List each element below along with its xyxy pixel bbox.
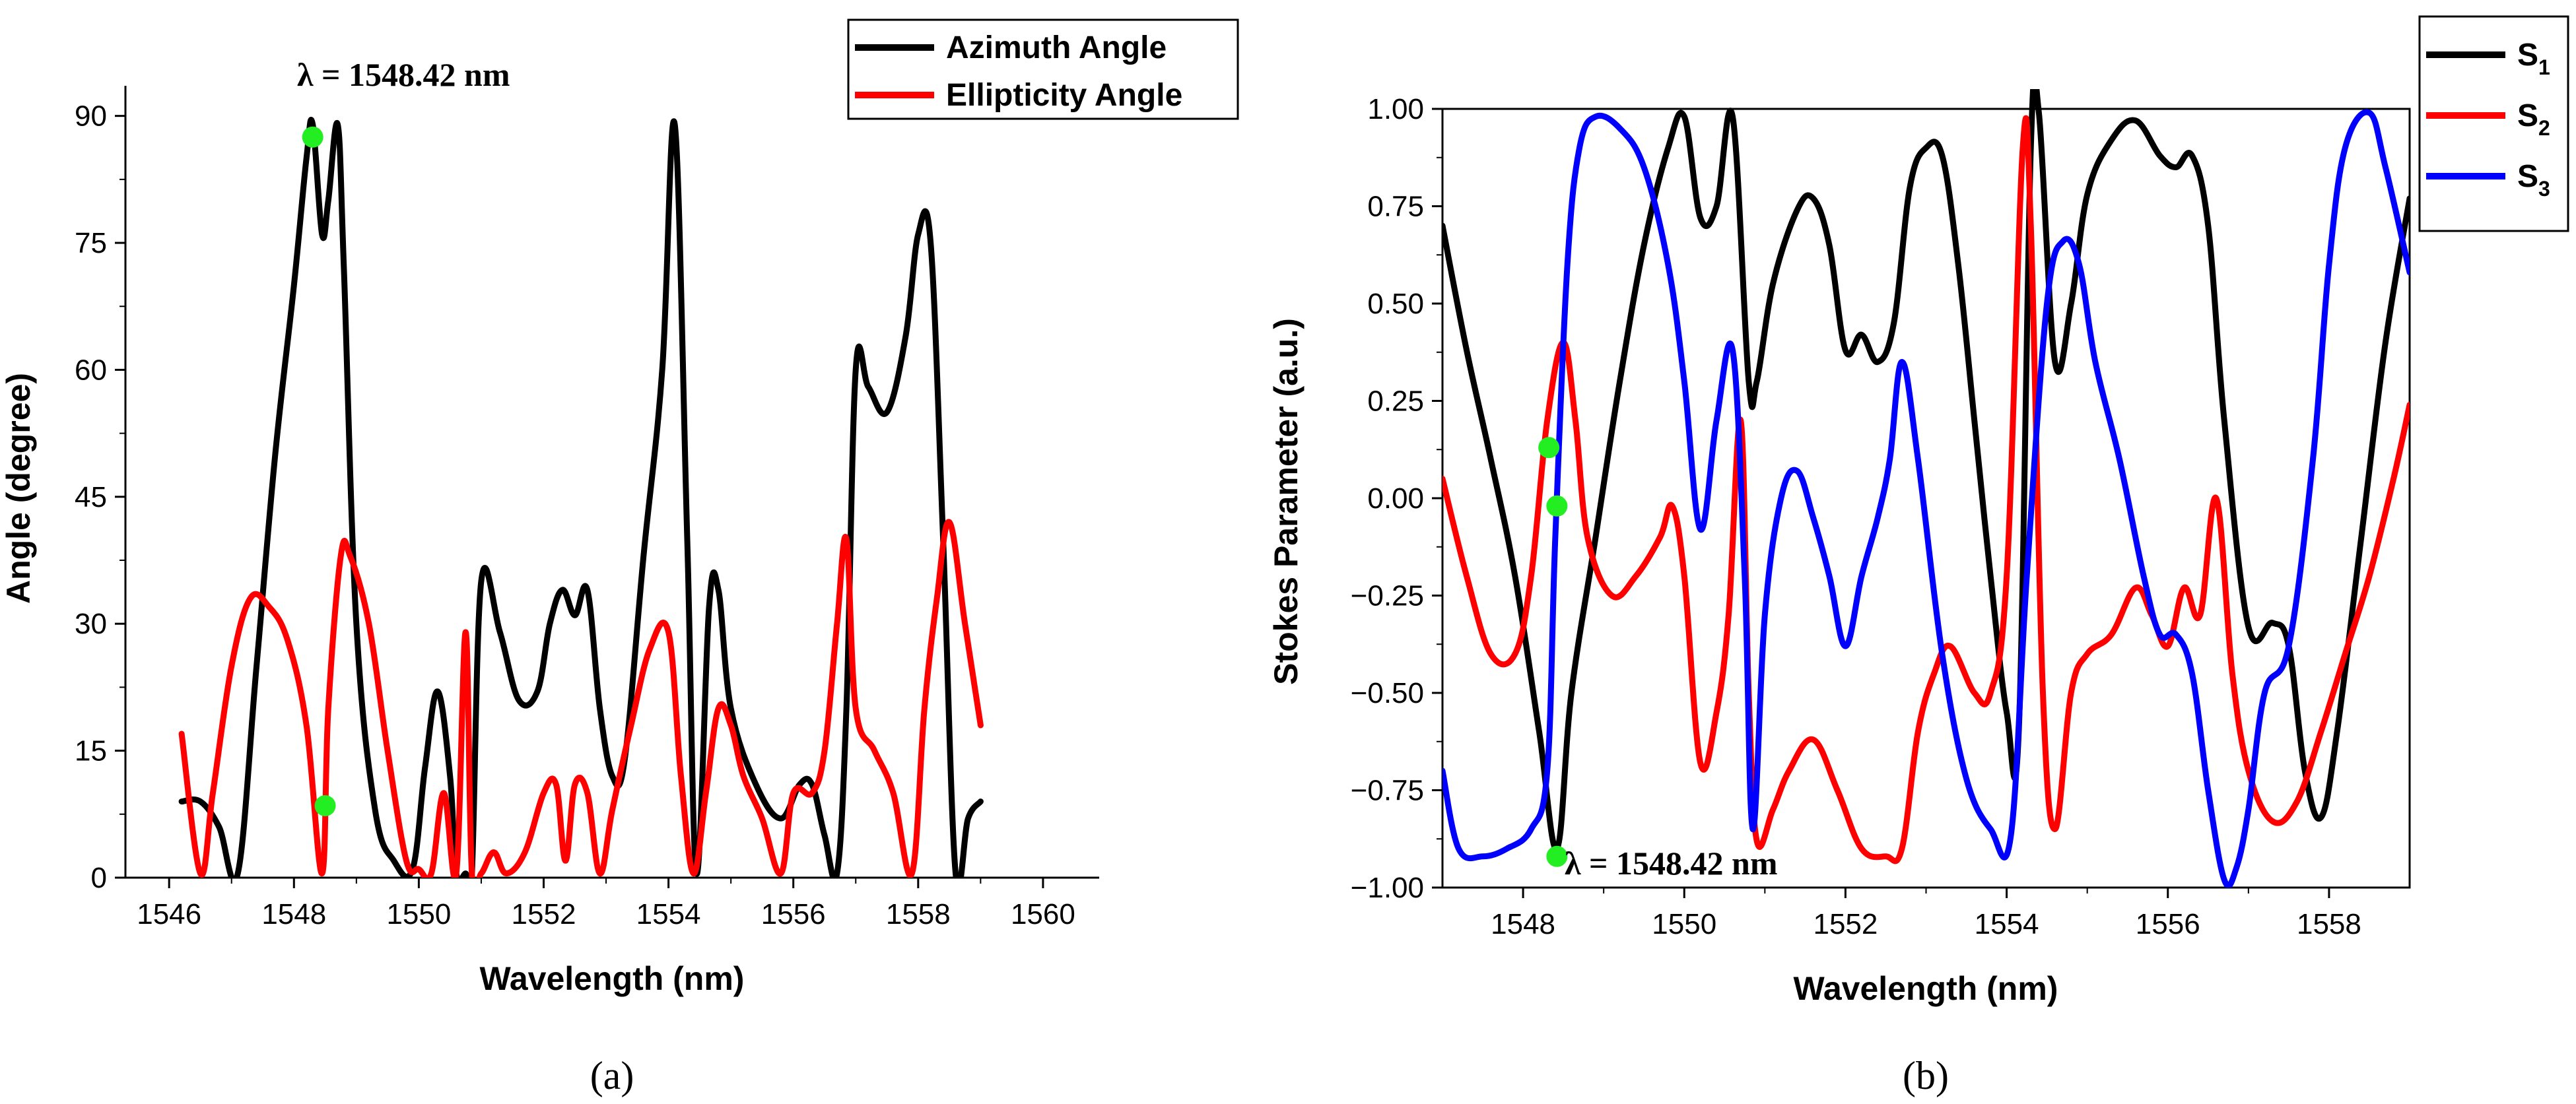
y-tick-label: 0 [91,862,107,894]
y-tick-label: −0.25 [1351,580,1424,612]
x-axis-title: Wavelength (nm) [1794,970,2058,1007]
legend-label: Ellipticity Angle [946,78,1182,113]
panel-label: (b) [1903,1054,1949,1097]
y-tick-label: 75 [75,227,107,259]
x-tick-label: 1550 [386,898,451,930]
y-tick-label: 1.00 [1367,93,1424,125]
x-tick-label: 1556 [761,898,826,930]
y-tick-label: −0.50 [1351,677,1424,709]
y-axis-title: Stokes Parameter (a.u.) [1268,318,1305,685]
panel-b-chart: 1548 1550 1552 1554 1556 1558 −1.00 −0.75 −0.50 −… [1268,15,2569,1097]
y-tick-label: 90 [75,100,107,133]
panel-label: (a) [590,1054,634,1097]
y-tick-label: 0.50 [1367,288,1424,320]
y-tick-label: 0.75 [1367,191,1424,223]
y-tick-label: 0.25 [1367,385,1424,418]
x-tick-label: 1552 [1813,908,1878,940]
y-tick-label: 30 [75,608,107,640]
highlight-marker [1546,845,1568,867]
x-tick-label: 1560 [1011,898,1075,930]
wavelength-annotation: λ = 1548.42 nm [297,56,510,93]
x-tick-label: 1554 [636,898,701,930]
series-line-ellipticity-angle [178,519,984,878]
highlight-marker [1546,495,1568,517]
x-tick-label: 1558 [886,898,951,930]
series-line-s1 [1442,89,2410,853]
y-tick-label: −1.00 [1351,872,1424,904]
wavelength-annotation: λ = 1548.42 nm [1565,845,1778,882]
legend-label: S2 [2517,98,2550,140]
x-tick-label: 1552 [512,898,576,930]
x-tick-label: 1548 [261,898,326,930]
legend: Azimuth Angle Ellipticity Angle [847,18,1239,120]
plot-frame [1441,108,2411,889]
highlight-marker [302,126,323,148]
x-tick-label: 1556 [2136,908,2200,940]
y-tick-label: 45 [75,481,107,513]
series-line-azimuth-angle [178,117,984,878]
x-tick-label: 1546 [137,898,201,930]
x-axis-title: Wavelength (nm) [480,960,745,997]
x-tick-label: 1558 [2297,908,2361,940]
y-tick-label: −0.75 [1351,775,1424,807]
legend-label: Azimuth Angle [946,30,1167,65]
y-tick-label: 60 [75,354,107,386]
x-tick-label: 1548 [1491,908,1555,940]
y-tick-label: 15 [75,735,107,767]
highlight-marker [1538,437,1560,459]
x-tick-label: 1554 [1975,908,2039,940]
y-axis-title: Angle (degree) [0,373,37,604]
series-line-s3 [1442,109,2410,888]
series-line-s2 [1442,115,2410,864]
panel-a-chart: 1546 1548 1550 1552 1554 1556 1558 1560 0 15 30 45 6… [0,18,1239,1097]
highlight-marker [314,795,336,816]
x-tick-label: 1550 [1652,908,1716,940]
y-tick-label: 0.00 [1367,482,1424,515]
legend-box [847,18,1239,120]
